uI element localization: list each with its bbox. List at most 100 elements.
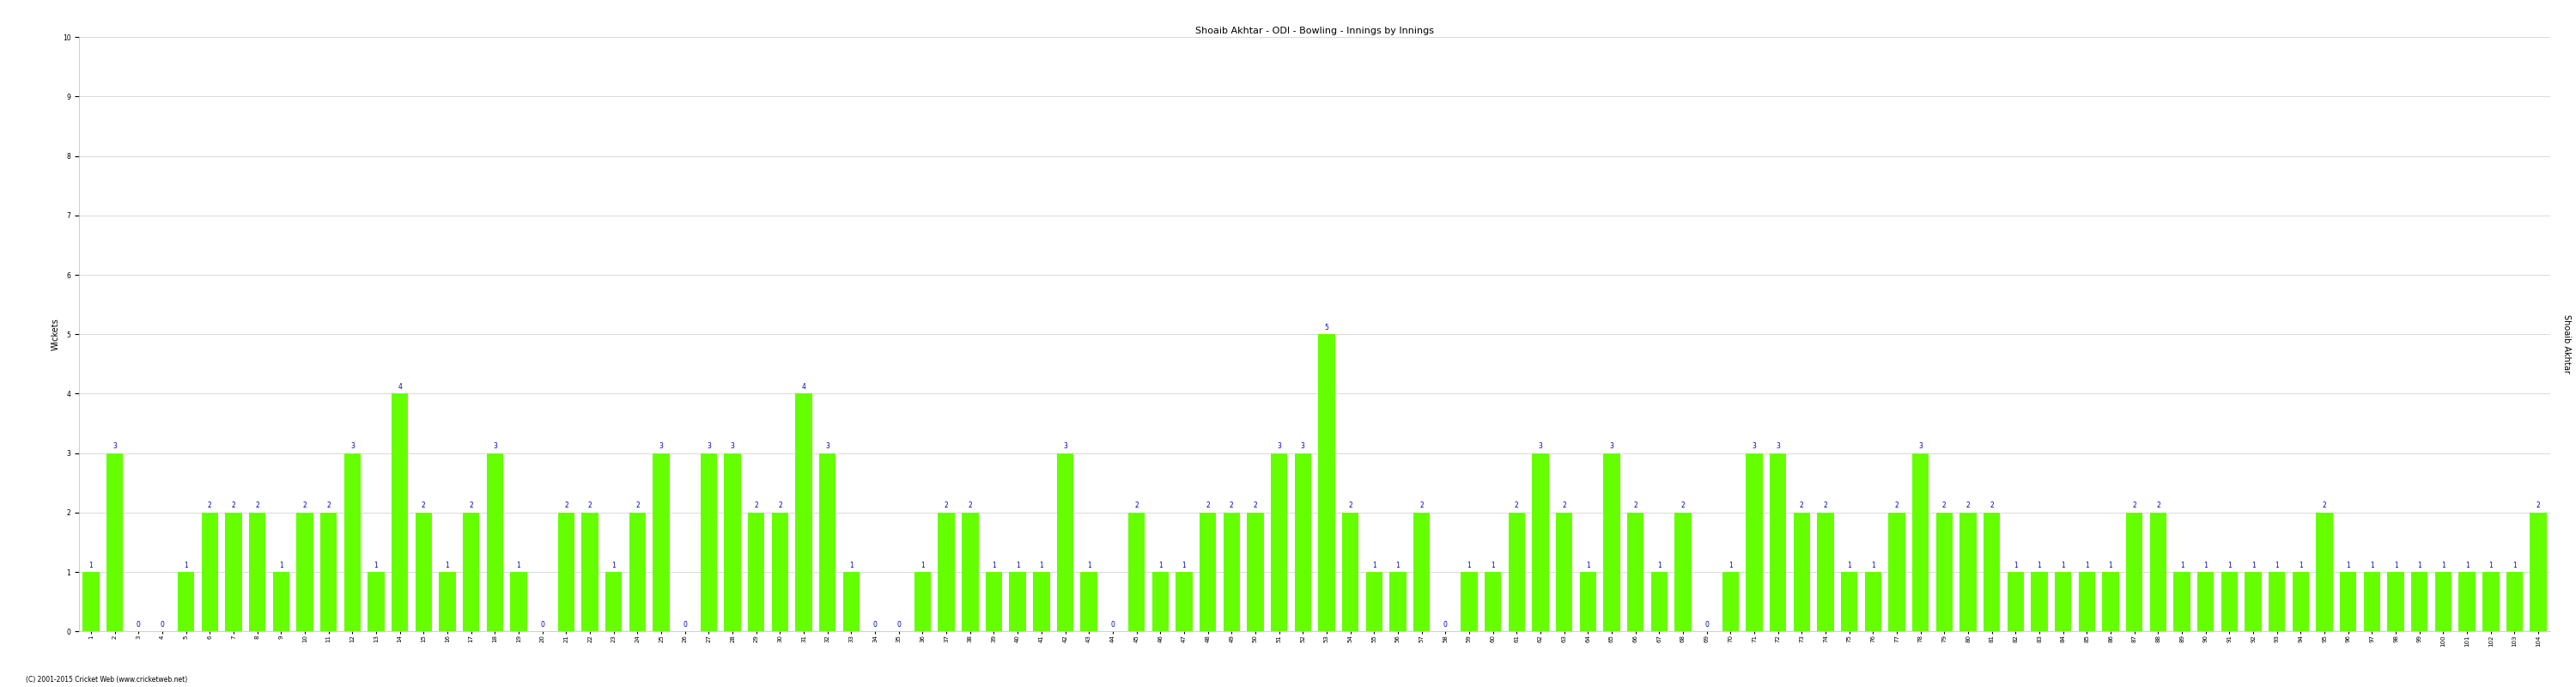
Bar xyxy=(1388,572,1406,631)
Bar xyxy=(2079,572,2094,631)
Bar xyxy=(250,513,265,631)
Bar xyxy=(796,394,811,631)
Text: 3: 3 xyxy=(1301,442,1306,450)
Bar xyxy=(1723,572,1739,631)
Text: 1: 1 xyxy=(2442,561,2445,569)
Text: 1: 1 xyxy=(1373,561,1376,569)
Text: 3: 3 xyxy=(732,442,734,450)
Bar xyxy=(2483,572,2499,631)
Text: 2: 2 xyxy=(755,502,757,510)
Text: 2: 2 xyxy=(2537,502,2540,510)
Bar xyxy=(2458,572,2476,631)
Bar xyxy=(1628,513,1643,631)
Bar xyxy=(2007,572,2025,631)
Text: 3: 3 xyxy=(1064,442,1066,450)
Text: 2: 2 xyxy=(945,502,948,510)
Text: 1: 1 xyxy=(1656,561,1662,569)
Bar xyxy=(1911,453,1929,631)
Text: 2: 2 xyxy=(327,502,330,510)
Bar xyxy=(819,453,835,631)
Text: 1: 1 xyxy=(90,561,93,569)
Text: 1: 1 xyxy=(2275,561,2280,569)
Text: 1: 1 xyxy=(1468,561,1471,569)
Text: 2: 2 xyxy=(1824,502,1826,510)
Bar xyxy=(1414,513,1430,631)
Bar xyxy=(273,572,289,631)
Bar xyxy=(201,513,219,631)
Bar xyxy=(2293,572,2308,631)
Bar xyxy=(1175,572,1193,631)
Bar xyxy=(1056,453,1074,631)
Bar xyxy=(2506,572,2522,631)
Text: 1: 1 xyxy=(2393,561,2398,569)
Text: 1: 1 xyxy=(1847,561,1852,569)
Bar xyxy=(1342,513,1358,631)
Text: 2: 2 xyxy=(778,502,783,510)
Text: 1: 1 xyxy=(518,561,520,569)
Bar xyxy=(106,453,124,631)
Bar xyxy=(1793,513,1811,631)
Text: 1: 1 xyxy=(2347,561,2349,569)
Text: 2: 2 xyxy=(1965,502,1971,510)
Bar xyxy=(464,513,479,631)
Bar xyxy=(1651,572,1667,631)
Bar xyxy=(2365,572,2380,631)
Text: 3: 3 xyxy=(492,442,497,450)
Text: 0: 0 xyxy=(541,621,544,629)
Bar xyxy=(1079,572,1097,631)
Text: 1: 1 xyxy=(2370,561,2375,569)
Bar xyxy=(961,513,979,631)
Bar xyxy=(392,394,407,631)
Text: 1: 1 xyxy=(374,561,379,569)
Bar xyxy=(559,513,574,631)
Text: 2: 2 xyxy=(564,502,569,510)
Text: 2: 2 xyxy=(304,502,307,510)
Bar xyxy=(2530,513,2548,631)
Text: 5: 5 xyxy=(1324,324,1329,331)
Text: 2: 2 xyxy=(1206,502,1211,510)
Text: 0: 0 xyxy=(1110,621,1115,629)
Bar xyxy=(701,453,716,631)
Text: 1: 1 xyxy=(2228,561,2231,569)
Text: 2: 2 xyxy=(232,502,234,510)
Text: 1: 1 xyxy=(920,561,925,569)
Bar xyxy=(1937,513,1953,631)
Text: 1: 1 xyxy=(2038,561,2040,569)
Text: 2: 2 xyxy=(2156,502,2161,510)
Text: 2: 2 xyxy=(1515,502,1520,510)
Text: 2: 2 xyxy=(587,502,592,510)
Bar xyxy=(224,513,242,631)
Text: 3: 3 xyxy=(113,442,116,450)
Bar xyxy=(178,572,193,631)
Text: 1: 1 xyxy=(992,561,997,569)
Bar xyxy=(724,453,742,631)
Text: 3: 3 xyxy=(659,442,665,450)
Text: 3: 3 xyxy=(1919,442,1922,450)
Bar xyxy=(2151,513,2166,631)
Text: 1: 1 xyxy=(2251,561,2254,569)
Text: 2: 2 xyxy=(1942,502,1947,510)
Text: 1: 1 xyxy=(1492,561,1494,569)
Bar xyxy=(2339,572,2357,631)
Bar xyxy=(914,572,930,631)
Text: 1: 1 xyxy=(2416,561,2421,569)
Text: 1: 1 xyxy=(1087,561,1092,569)
Bar xyxy=(1865,572,1880,631)
Bar xyxy=(1533,453,1548,631)
Text: 2: 2 xyxy=(422,502,425,510)
Title: Shoaib Akhtar - ODI - Bowling - Innings by Innings: Shoaib Akhtar - ODI - Bowling - Innings … xyxy=(1195,27,1435,35)
Text: 1: 1 xyxy=(2061,561,2066,569)
Bar xyxy=(605,572,621,631)
Text: 2: 2 xyxy=(1255,502,1257,510)
Bar xyxy=(629,513,647,631)
Text: 0: 0 xyxy=(873,621,878,629)
Text: 1: 1 xyxy=(1396,561,1399,569)
Text: 3: 3 xyxy=(1278,442,1280,450)
Text: 1: 1 xyxy=(1728,561,1734,569)
Text: 2: 2 xyxy=(969,502,971,510)
Y-axis label: Wickets: Wickets xyxy=(52,318,59,350)
Text: 1: 1 xyxy=(1038,561,1043,569)
Bar xyxy=(1365,572,1383,631)
Bar xyxy=(1484,572,1502,631)
Text: 0: 0 xyxy=(896,621,902,629)
